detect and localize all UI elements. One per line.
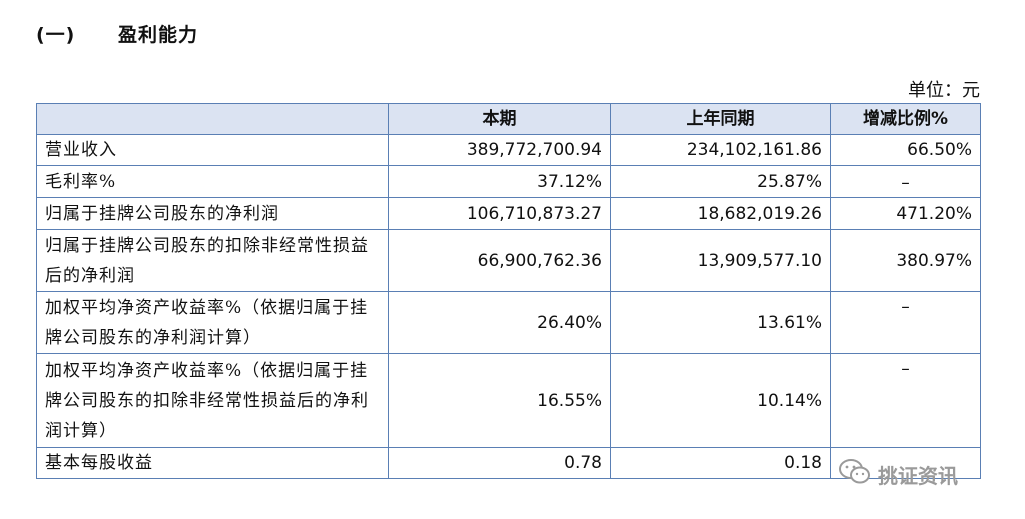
row-label: 毛利率%: [36, 165, 389, 198]
watermark-text: 挑证资讯: [878, 464, 958, 488]
row-previous: 10.14%: [610, 353, 831, 448]
row-current: 26.40%: [388, 291, 611, 354]
profitability-table: 本期 上年同期 增减比例% 营业收入 389,772,700.94 234,10…: [36, 103, 981, 479]
table-row: 加权平均净资产收益率%（依据归属于挂牌公司股东的扣除非经常性损益后的净利润计算）…: [36, 353, 981, 448]
row-change: –: [830, 291, 981, 354]
row-change: –: [830, 353, 981, 448]
row-label: 归属于挂牌公司股东的扣除非经常性损益后的净利润: [36, 229, 389, 292]
unit-label: 单位：元: [908, 80, 980, 101]
table-row: 基本每股收益 0.78 0.18: [36, 447, 981, 479]
section-heading: (一) 盈利能力: [36, 20, 198, 47]
table-row: 营业收入 389,772,700.94 234,102,161.86 66.50…: [36, 134, 981, 166]
watermark: 挑证资讯: [838, 458, 958, 491]
row-previous: 13.61%: [610, 291, 831, 354]
section-number: (一): [36, 24, 76, 46]
header-change: 增减比例%: [830, 103, 981, 135]
row-change: –: [830, 165, 981, 198]
row-change: 471.20%: [830, 197, 981, 230]
table-row: 毛利率% 37.12% 25.87% –: [36, 165, 981, 198]
row-label: 加权平均净资产收益率%（依据归属于挂牌公司股东的净利润计算）: [36, 291, 389, 354]
table-row: 归属于挂牌公司股东的扣除非经常性损益后的净利润 66,900,762.36 13…: [36, 229, 981, 292]
row-current: 0.78: [388, 447, 611, 479]
row-previous: 234,102,161.86: [610, 134, 831, 166]
wechat-icon: [838, 458, 872, 491]
header-label: [36, 103, 389, 135]
row-previous: 25.87%: [610, 165, 831, 198]
row-current: 389,772,700.94: [388, 134, 611, 166]
row-previous: 0.18: [610, 447, 831, 479]
row-current: 106,710,873.27: [388, 197, 611, 230]
row-label: 加权平均净资产收益率%（依据归属于挂牌公司股东的扣除非经常性损益后的净利润计算）: [36, 353, 389, 448]
row-current: 37.12%: [388, 165, 611, 198]
table-row: 加权平均净资产收益率%（依据归属于挂牌公司股东的净利润计算） 26.40% 13…: [36, 291, 981, 354]
row-label: 归属于挂牌公司股东的净利润: [36, 197, 389, 230]
row-label: 基本每股收益: [36, 447, 389, 479]
row-change: 66.50%: [830, 134, 981, 166]
header-current: 本期: [388, 103, 611, 135]
row-label: 营业收入: [36, 134, 389, 166]
row-previous: 13,909,577.10: [610, 229, 831, 292]
row-current: 66,900,762.36: [388, 229, 611, 292]
section-title: 盈利能力: [118, 24, 199, 46]
table-header-row: 本期 上年同期 增减比例%: [36, 103, 981, 135]
row-current: 16.55%: [388, 353, 611, 448]
row-previous: 18,682,019.26: [610, 197, 831, 230]
row-change: 380.97%: [830, 229, 981, 292]
table-row: 归属于挂牌公司股东的净利润 106,710,873.27 18,682,019.…: [36, 197, 981, 230]
header-previous: 上年同期: [610, 103, 831, 135]
